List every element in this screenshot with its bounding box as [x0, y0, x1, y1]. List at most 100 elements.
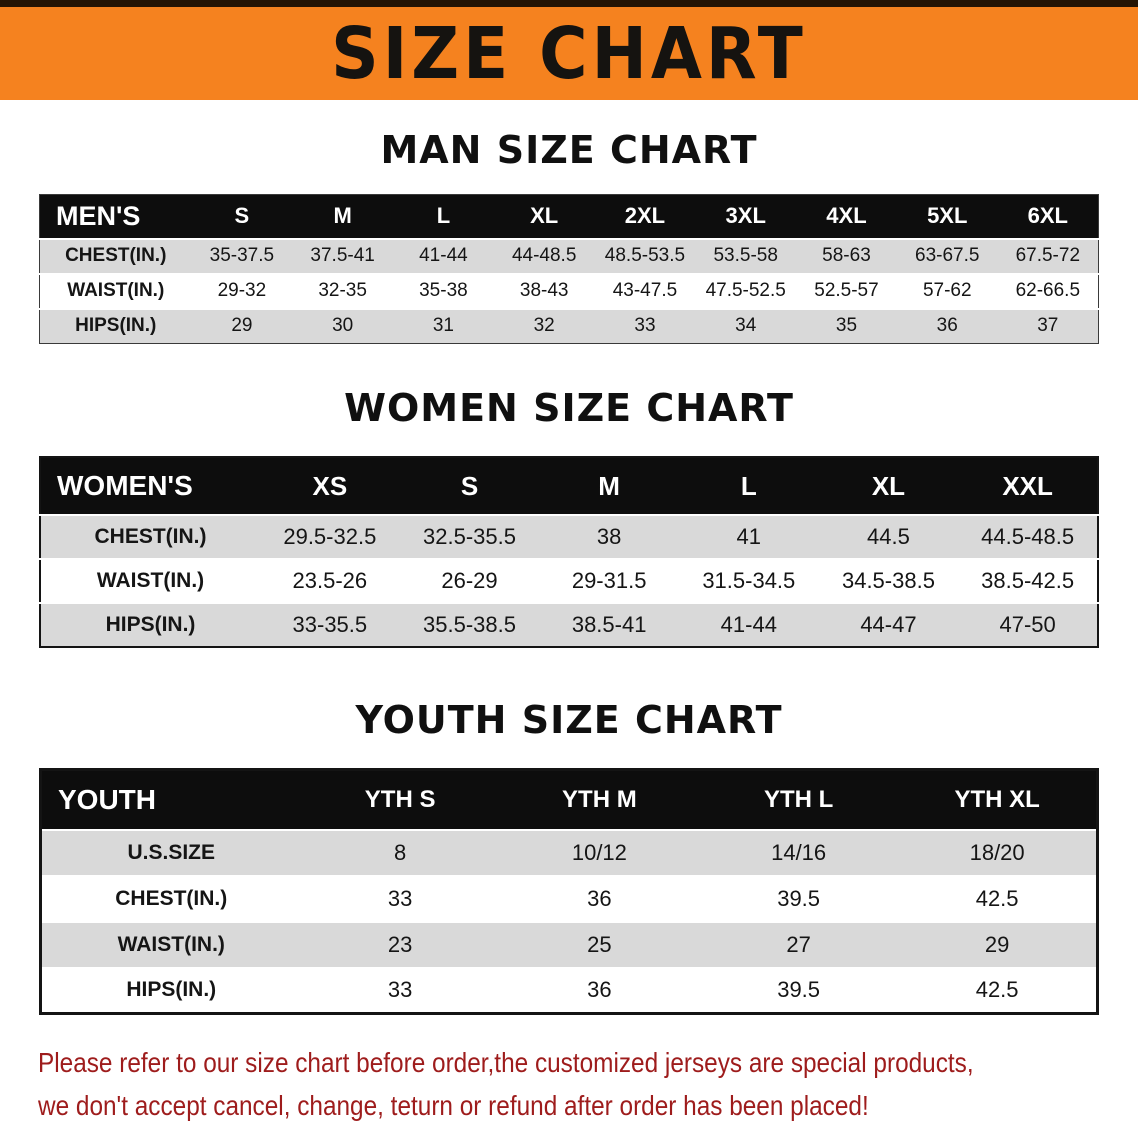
table-corner-label: WOMEN'S: [40, 457, 260, 515]
table-row: HIPS(IN.) 33-35.5 35.5-38.5 38.5-41 41-44 44-…: [40, 602, 1098, 647]
size-value: 25: [499, 920, 699, 968]
size-column-header: L: [393, 194, 494, 239]
youth-size-section: YOUTH SIZE CHART YOUTH YTH S YTH M YTH L YTH…: [0, 698, 1138, 1015]
size-value: 63-67.5: [896, 237, 998, 274]
size-value: 53.5-58: [695, 237, 797, 274]
size-value: 35.5-38.5: [399, 602, 540, 647]
size-value: 30: [292, 307, 394, 344]
size-value: 29: [898, 920, 1098, 968]
size-value: 33: [594, 307, 696, 344]
size-value: 37.5-41: [292, 237, 394, 274]
size-value: 42.5: [898, 966, 1098, 1014]
size-value: 14/16: [699, 828, 899, 876]
size-value: 43-47.5: [594, 272, 696, 309]
table-header-row: MEN'S S M L XL 2XL 3XL 4XL 5XL 6XL: [39, 194, 1099, 239]
size-value: 38.5-42.5: [958, 558, 1098, 603]
youth-size-table: YOUTH YTH S YTH M YTH L YTH XL U.S.SIZE 8 10/12…: [39, 768, 1099, 1015]
table-row: HIPS(IN.) 33 36 39.5 42.5: [40, 966, 1098, 1014]
men-section-title: MAN SIZE CHART: [380, 128, 758, 172]
size-value: 39.5: [699, 966, 899, 1014]
size-value: 37: [997, 307, 1099, 344]
size-value: 48.5-53.5: [594, 237, 696, 274]
size-value: 31: [393, 307, 494, 344]
size-column-header: XL: [493, 194, 595, 239]
disclaimer-line-1: Please refer to our size chart before or…: [38, 1047, 974, 1078]
size-column-header: M: [292, 194, 394, 239]
size-column-header: 6XL: [997, 194, 1099, 239]
size-value: 62-66.5: [997, 272, 1099, 309]
size-value: 44.5: [818, 514, 959, 559]
size-column-header: M: [539, 457, 679, 515]
size-column-header: XS: [260, 457, 400, 515]
table-corner-label: MEN'S: [39, 194, 192, 239]
size-value: 31.5-34.5: [678, 558, 819, 603]
table-row: CHEST(IN.) 35-37.5 37.5-41 41-44 44-48.5 48.5…: [39, 237, 1099, 274]
size-value: 29: [191, 307, 293, 344]
size-value: 38.5-41: [539, 602, 679, 647]
size-value: 32: [493, 307, 595, 344]
size-value: 8: [300, 828, 500, 876]
size-value: 38-43: [493, 272, 595, 309]
men-size-table: MEN'S S M L XL 2XL 3XL 4XL 5XL 6XL CHEST(IN.) 35-37…: [39, 194, 1099, 344]
disclaimer: Please refer to our size chart before or…: [0, 1041, 1138, 1128]
size-value: 34.5-38.5: [818, 558, 959, 603]
size-value: 33: [300, 966, 500, 1014]
size-value: 36: [499, 966, 699, 1014]
size-value: 29-32: [191, 272, 293, 309]
size-value: 32-35: [292, 272, 394, 309]
measurement-label: U.S.SIZE: [40, 828, 301, 876]
size-column-header: YTH L: [699, 769, 899, 830]
table-corner-label: YOUTH: [40, 769, 301, 830]
measurement-label: HIPS(IN.): [40, 602, 260, 647]
measurement-label: WAIST(IN.): [39, 272, 192, 309]
size-value: 35-37.5: [191, 237, 293, 274]
size-value: 57-62: [896, 272, 998, 309]
women-size-table: WOMEN'S XS S M L XL XXL CHEST(IN.) 29.5-32.5 32.5…: [39, 456, 1099, 648]
size-value: 36: [896, 307, 998, 344]
size-value: 41: [678, 514, 819, 559]
size-column-header: 4XL: [796, 194, 897, 239]
size-value: 47-50: [958, 602, 1098, 647]
size-column-header: YTH S: [300, 769, 500, 830]
size-value: 32.5-35.5: [399, 514, 540, 559]
size-column-header: L: [678, 457, 819, 515]
table-row: HIPS(IN.) 29 30 31 32 33 34 35 36 37: [39, 307, 1099, 344]
measurement-label: CHEST(IN.): [39, 237, 192, 274]
size-value: 34: [695, 307, 797, 344]
size-column-header: XL: [818, 457, 959, 515]
size-column-header: 3XL: [695, 194, 797, 239]
size-value: 36: [499, 874, 699, 922]
size-value: 23.5-26: [260, 558, 400, 603]
size-column-header: YTH XL: [898, 769, 1098, 830]
size-value: 10/12: [499, 828, 699, 876]
table-header-row: WOMEN'S XS S M L XL XXL: [40, 457, 1098, 515]
size-value: 27: [699, 920, 899, 968]
youth-section-title: YOUTH SIZE CHART: [355, 698, 783, 742]
measurement-label: WAIST(IN.): [40, 558, 260, 603]
size-value: 18/20: [898, 828, 1098, 876]
size-value: 29.5-32.5: [260, 514, 400, 559]
size-column-header: S: [399, 457, 540, 515]
women-size-section: WOMEN SIZE CHART WOMEN'S XS S M L XL XXL CHEST(…: [0, 386, 1138, 648]
table-row: WAIST(IN.) 23 25 27 29: [40, 920, 1098, 968]
size-value: 44-47: [818, 602, 959, 647]
size-chart-banner: SIZE CHART: [0, 0, 1138, 100]
size-column-header: YTH M: [499, 769, 699, 830]
measurement-label: CHEST(IN.): [40, 874, 301, 922]
size-column-header: 5XL: [896, 194, 998, 239]
size-value: 35: [796, 307, 897, 344]
size-value: 58-63: [796, 237, 897, 274]
size-value: 35-38: [393, 272, 494, 309]
size-value: 44.5-48.5: [958, 514, 1098, 559]
size-column-header: S: [191, 194, 293, 239]
men-size-section: MAN SIZE CHART MEN'S S M L XL 2XL 3XL 4XL 5XL 6XL…: [0, 128, 1138, 344]
size-value: 39.5: [699, 874, 899, 922]
size-value: 47.5-52.5: [695, 272, 797, 309]
table-row: CHEST(IN.) 29.5-32.5 32.5-35.5 38 41 44.5 44.5…: [40, 514, 1098, 559]
size-value: 44-48.5: [493, 237, 595, 274]
table-header-row: YOUTH YTH S YTH M YTH L YTH XL: [40, 769, 1098, 830]
size-value: 26-29: [399, 558, 540, 603]
table-row: WAIST(IN.) 23.5-26 26-29 29-31.5 31.5-34.5 34…: [40, 558, 1098, 603]
measurement-label: WAIST(IN.): [40, 920, 301, 968]
